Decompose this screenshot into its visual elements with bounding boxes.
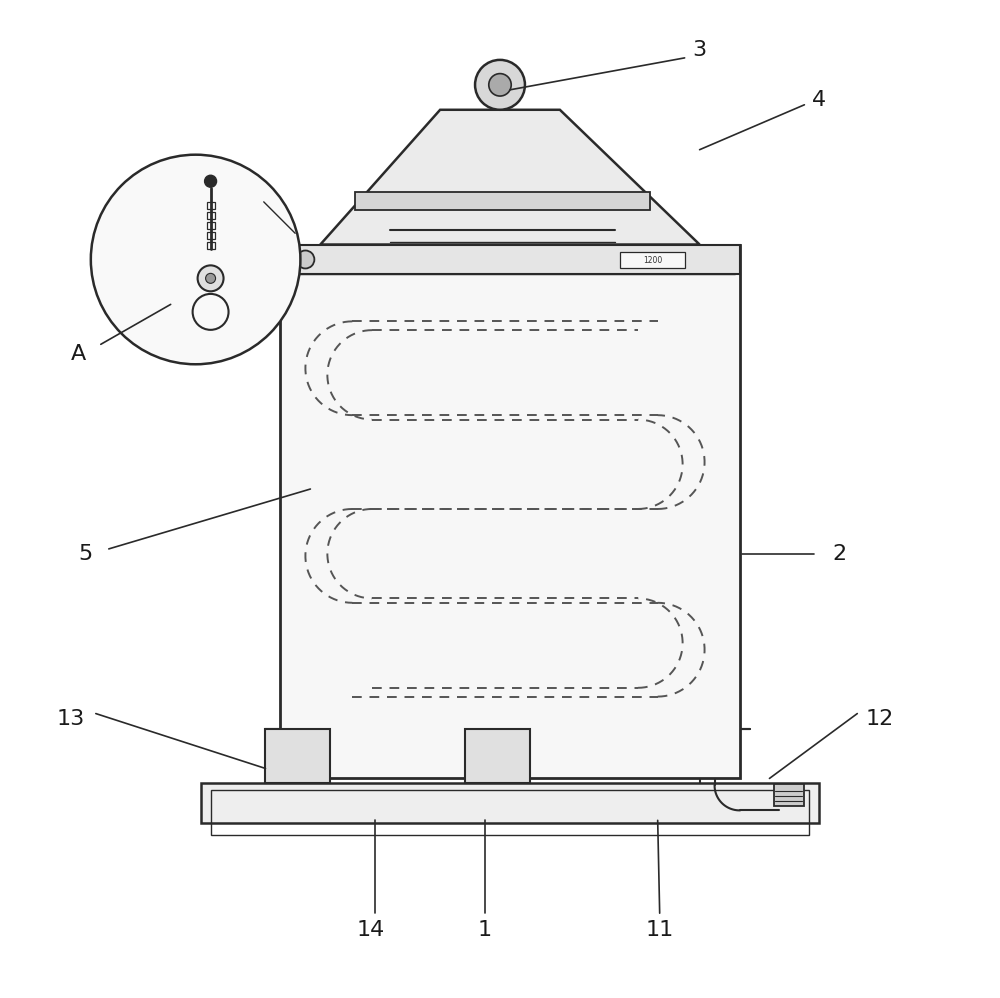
Text: 5: 5 <box>79 544 93 564</box>
Bar <box>280 245 740 274</box>
Circle shape <box>198 265 224 291</box>
Circle shape <box>296 250 314 268</box>
Bar <box>211 790 809 835</box>
Bar <box>207 243 215 250</box>
Text: 3: 3 <box>693 40 707 60</box>
Text: 12: 12 <box>865 709 893 729</box>
Bar <box>465 729 530 783</box>
Bar <box>207 233 215 240</box>
Bar <box>280 245 740 778</box>
Circle shape <box>489 74 511 96</box>
Text: 13: 13 <box>57 709 85 729</box>
Circle shape <box>475 60 525 110</box>
Circle shape <box>205 176 217 188</box>
Bar <box>620 252 685 268</box>
Circle shape <box>206 273 216 283</box>
Text: 1: 1 <box>478 920 492 940</box>
Circle shape <box>91 155 300 364</box>
Bar <box>207 203 215 210</box>
Polygon shape <box>320 110 700 245</box>
Bar <box>355 192 650 210</box>
Text: 1200: 1200 <box>643 255 662 265</box>
Text: 14: 14 <box>356 920 384 940</box>
Bar <box>207 213 215 220</box>
Text: A: A <box>71 344 86 364</box>
Text: 2: 2 <box>832 544 846 564</box>
Text: 11: 11 <box>646 920 674 940</box>
Text: 4: 4 <box>812 90 826 110</box>
Bar <box>265 729 330 783</box>
Bar <box>207 223 215 230</box>
Bar <box>201 783 819 823</box>
Bar <box>774 784 804 806</box>
Bar <box>285 250 735 274</box>
